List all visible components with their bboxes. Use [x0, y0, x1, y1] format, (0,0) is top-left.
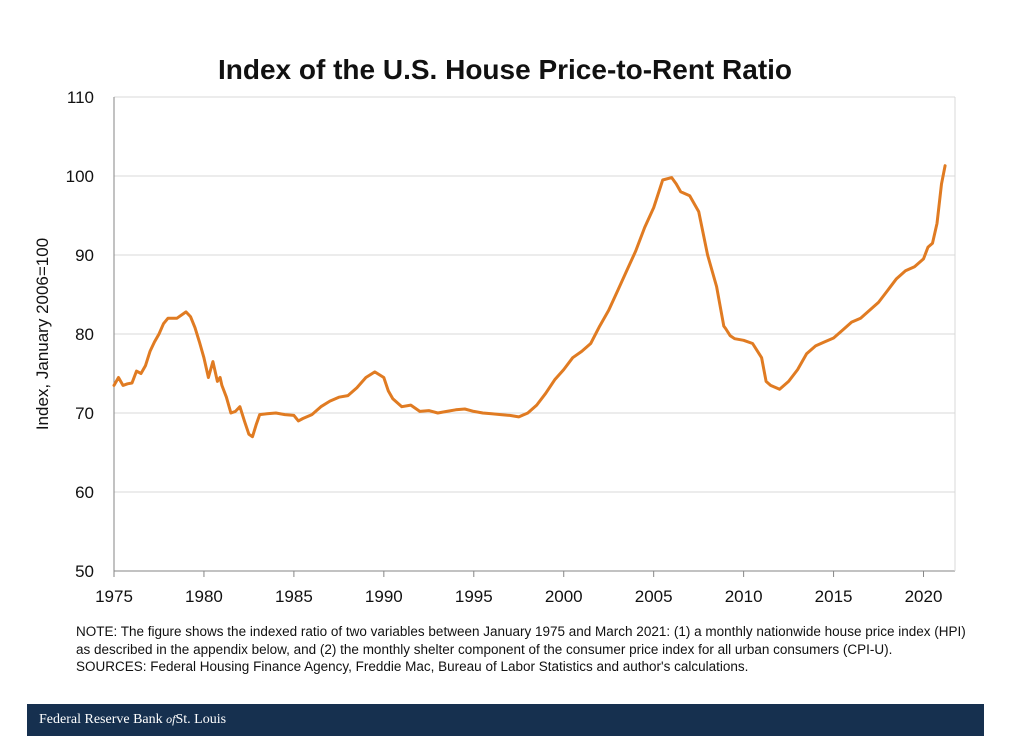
chart-title: Index of the U.S. House Price-to-Rent Ra…	[217, 54, 793, 85]
footer-bar: Federal Reserve Bank ofSt. Louis	[27, 704, 984, 736]
series-line	[112, 164, 947, 439]
x-tick-label: 1985	[275, 587, 313, 606]
x-tick-label: 2010	[725, 587, 763, 606]
y-axis-label: Index, January 2006=100	[33, 238, 52, 430]
x-tick-label: 1995	[455, 587, 493, 606]
footer-brand-of: of	[166, 712, 176, 726]
grid-lines	[114, 96, 955, 572]
sources-text: SOURCES: Federal Housing Finance Agency,…	[76, 659, 749, 674]
x-tick-label: 1975	[95, 587, 133, 606]
x-tick-label: 2020	[905, 587, 943, 606]
y-tick-label: 80	[75, 325, 94, 344]
y-tick-label: 60	[75, 483, 94, 502]
y-tick-label: 100	[66, 167, 94, 186]
x-tick-label: 1990	[365, 587, 403, 606]
note-text: NOTE: The figure shows the indexed ratio…	[76, 624, 966, 657]
x-tick-labels: 1975 1980 1985 1990 1995 2000 2005 2010 2015 2020	[95, 587, 942, 606]
y-tick-label: 110	[67, 88, 94, 107]
chart-note: NOTE: The figure shows the indexed ratio…	[76, 623, 966, 676]
y-tick-label: 90	[75, 246, 94, 265]
footer-brand-part3: St. Louis	[175, 712, 227, 727]
y-tick-label: 70	[75, 404, 94, 423]
x-tick-label: 2000	[545, 587, 583, 606]
y-tick-labels: 50 60 70 80 90 100 110	[66, 88, 94, 581]
x-tick-label: 2015	[815, 587, 853, 606]
footer-brand: Federal Reserve Bank ofSt. Louis	[39, 712, 226, 728]
series-lines	[112, 164, 947, 439]
axes	[113, 97, 956, 577]
line-chart: 50 60 70 80 90 100 110 1975 1980 1985 1990 1995 200…	[33, 88, 956, 606]
y-tick-label: 50	[75, 562, 94, 581]
footer-brand-part1: Federal Reserve Bank	[39, 712, 167, 727]
x-tick-label: 1980	[185, 587, 223, 606]
x-tick-label: 2005	[635, 587, 673, 606]
